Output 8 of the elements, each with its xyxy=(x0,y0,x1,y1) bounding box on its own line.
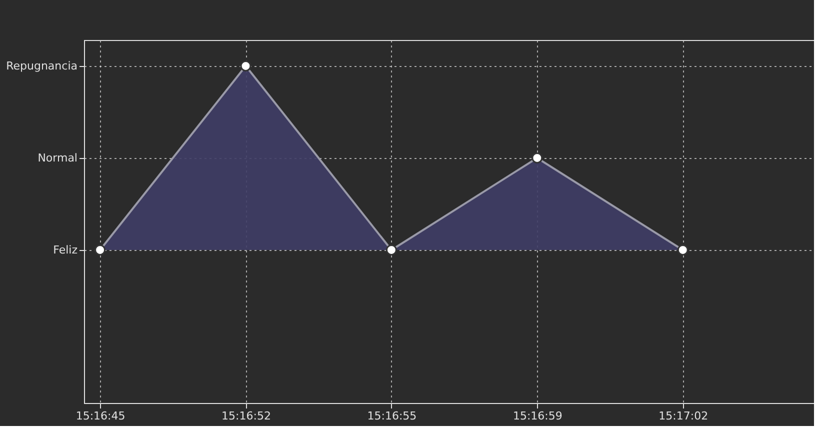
x-tick-label: 15:16:45 xyxy=(76,410,126,422)
x-tick-label: 15:16:52 xyxy=(222,410,271,422)
x-tick-label: 15:17:02 xyxy=(658,410,708,422)
x-tick-label: 15:16:59 xyxy=(512,410,562,422)
x-tick-label: 15:16:55 xyxy=(367,410,417,422)
category-label: Feliz xyxy=(53,243,78,256)
category-label: Normal xyxy=(38,151,78,164)
category-label: Repugnancia xyxy=(6,59,78,72)
